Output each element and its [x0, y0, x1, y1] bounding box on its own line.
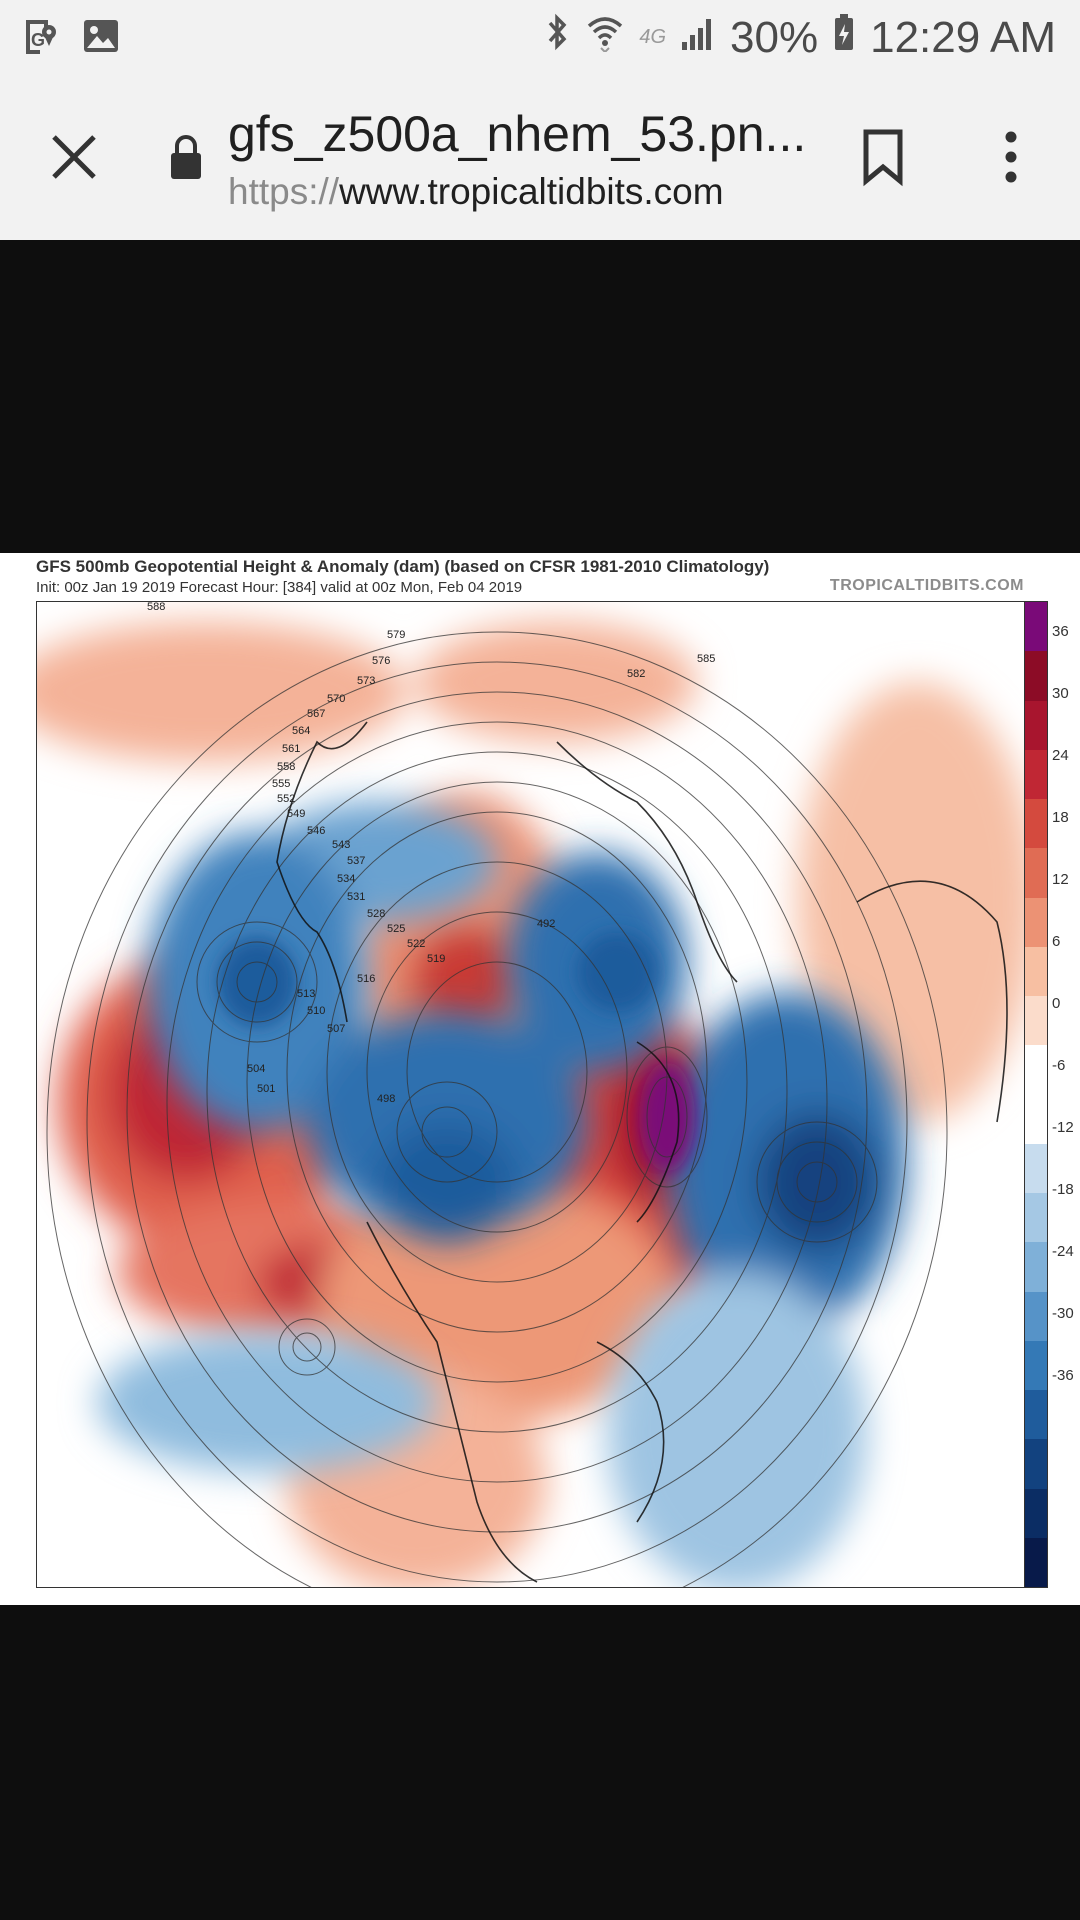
contour-value-label: 588	[147, 602, 165, 613]
contour-value-label: 516	[357, 973, 375, 985]
contour-value-label: 564	[292, 725, 310, 737]
maps-notification-icon: G	[22, 16, 58, 61]
anomaly-map: 588 579 576 573 570 567 564 561 558 555 552 549 546 5…	[36, 601, 1026, 1588]
contour-value-label: 534	[337, 873, 355, 885]
contour-value-label: 549	[287, 808, 305, 820]
colorbar-tick-label: -12	[1052, 1119, 1074, 1136]
colorbar-tick-label: -36	[1052, 1367, 1074, 1384]
signal-icon	[680, 13, 716, 63]
contour-value-label: 552	[277, 793, 295, 805]
url-scheme: https://	[228, 171, 340, 212]
colorbar-tick-label: -30	[1052, 1305, 1074, 1322]
colorbar-tick-label: 18	[1052, 809, 1069, 826]
image-subtitle: Init: 00z Jan 19 2019 Forecast Hour: [38…	[36, 579, 523, 596]
colorbar-tick-label: 12	[1052, 871, 1069, 888]
contour-value-label: 522	[407, 938, 425, 950]
weather-map-image[interactable]: GFS 500mb Geopotential Height & Anomaly …	[0, 553, 1080, 1605]
url-host: www.tropicaltidbits.com	[339, 171, 724, 212]
contour-value-label: 537	[347, 855, 365, 867]
colorbar-tick-label: -18	[1052, 1181, 1074, 1198]
contour-value-label: 525	[387, 923, 405, 935]
network-type-label: 4G	[639, 26, 667, 48]
colorbar-tick-label: -24	[1052, 1243, 1074, 1260]
colorbar-tick-label: 36	[1052, 623, 1069, 640]
contour-value-label: 510	[307, 1005, 325, 1017]
wifi-icon	[585, 12, 625, 63]
colorbar-tick-label: 24	[1052, 747, 1069, 764]
more-vert-icon[interactable]	[996, 127, 1026, 187]
lock-icon	[168, 133, 204, 181]
bluetooth-icon	[545, 12, 571, 63]
contour-value-label: 558	[277, 761, 295, 773]
contour-value-label: 531	[347, 891, 365, 903]
contour-value-label: 492	[537, 918, 555, 930]
battery-icon	[832, 12, 856, 63]
contour-value-label: 585	[697, 653, 715, 665]
contour-value-label: 546	[307, 825, 325, 837]
contour-value-label: 501	[257, 1083, 275, 1095]
custom-tab-toolbar: gfs_z500a_nhem_53.pn... https://www.trop…	[0, 75, 1080, 241]
image-title: GFS 500mb Geopotential Height & Anomaly …	[36, 557, 770, 576]
contour-value-label: 543	[332, 839, 350, 851]
clock: 12:29 AM	[870, 12, 1056, 62]
contour-value-label: 570	[327, 693, 345, 705]
contour-value-label: 582	[627, 668, 645, 680]
close-icon[interactable]	[44, 127, 104, 187]
contour-value-label: 576	[372, 655, 390, 667]
gallery-notification-icon	[82, 18, 120, 59]
contour-value-label: 513	[297, 988, 315, 1000]
colorbar	[1024, 601, 1048, 1588]
colorbar-tick-label: -6	[1052, 1057, 1066, 1074]
height-contours	[46, 631, 948, 1587]
bookmark-icon[interactable]	[858, 127, 908, 187]
contour-value-label: 504	[247, 1063, 265, 1075]
contour-value-label: 555	[272, 778, 290, 790]
contour-value-label: 507	[327, 1023, 345, 1035]
contour-value-label: 579	[387, 629, 405, 641]
image-brand: TROPICALTIDBITS.COM	[829, 577, 1024, 594]
colorbar-tick-label: 30	[1052, 685, 1069, 702]
battery-percent: 30%	[730, 12, 819, 62]
svg-text:G: G	[31, 30, 45, 50]
contour-value-label: 561	[282, 743, 300, 755]
colorbar-tick-label: 0	[1052, 995, 1061, 1012]
page-title[interactable]: gfs_z500a_nhem_53.pn...	[228, 106, 807, 162]
contour-value-label: 573	[357, 675, 375, 687]
contour-value-label: 519	[427, 953, 445, 965]
page-url[interactable]: https://www.tropicaltidbits.com	[228, 171, 724, 213]
contour-value-label: 567	[307, 708, 325, 720]
coastlines	[276, 721, 1008, 1583]
colorbar-tick-label: 6	[1052, 933, 1061, 950]
contour-value-label: 528	[367, 908, 385, 920]
contour-value-label: 498	[377, 1093, 395, 1105]
status-bar: G	[0, 0, 1080, 75]
